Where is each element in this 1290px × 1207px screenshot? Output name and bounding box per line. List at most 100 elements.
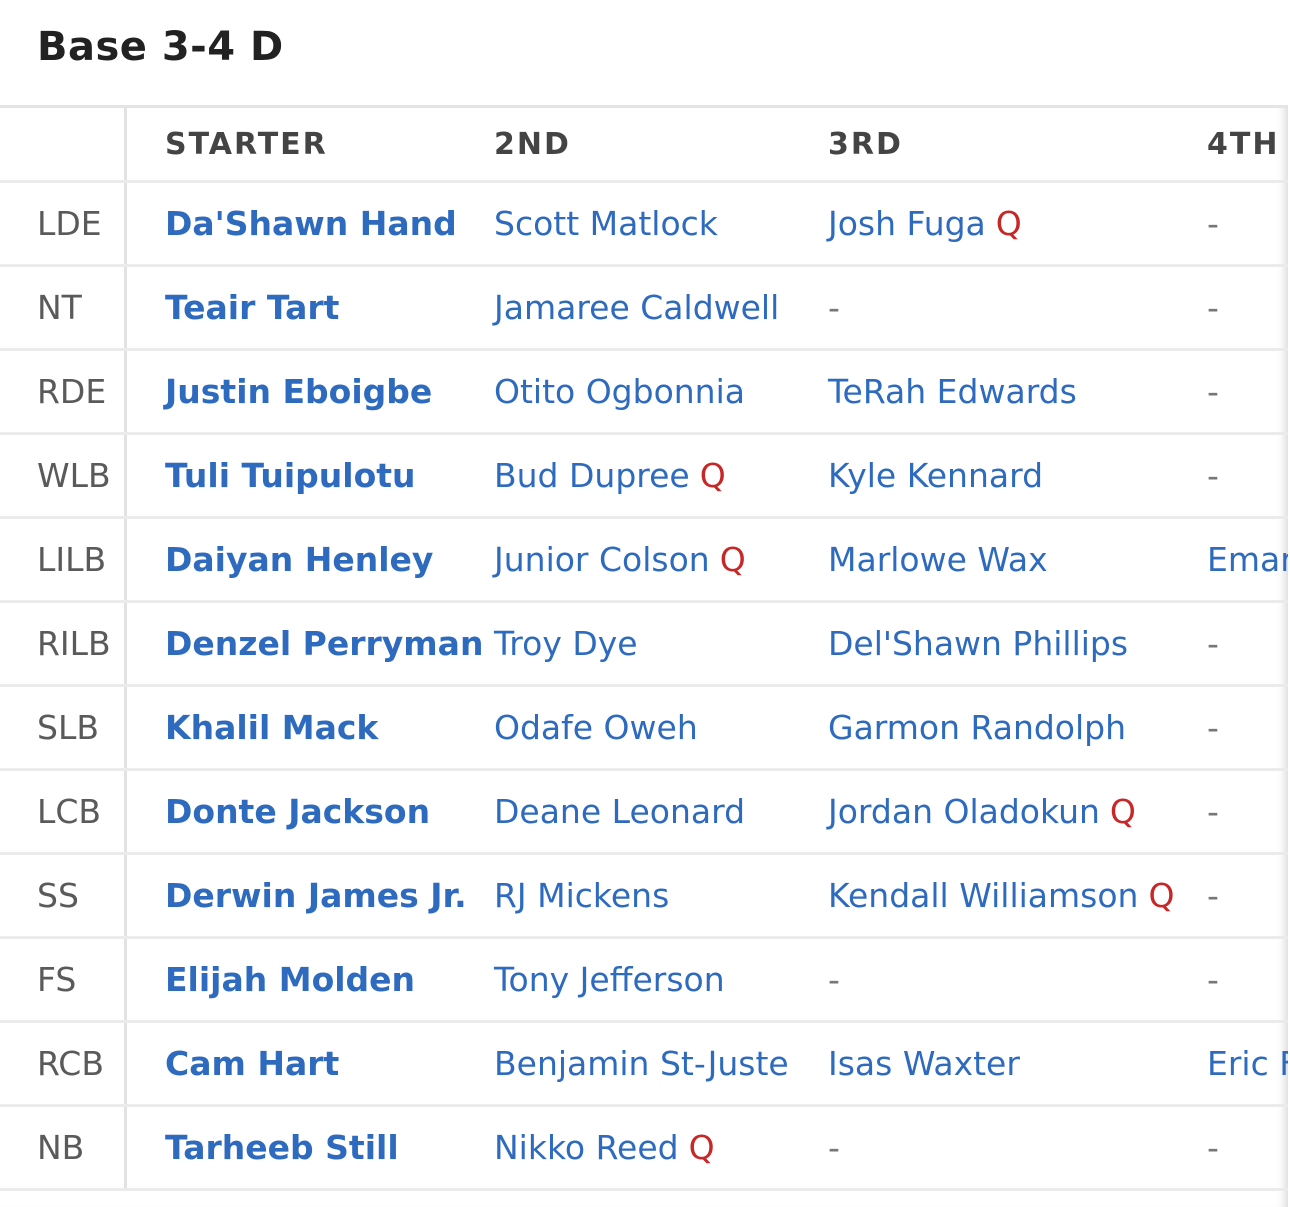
player-link[interactable]: Tony Jefferson bbox=[494, 960, 725, 999]
player-link[interactable]: Jamaree Caldwell bbox=[494, 288, 780, 327]
table-row: NB Tarheeb Still Nikko Reed Q - - bbox=[0, 1107, 1288, 1191]
player-link[interactable]: Bud Dupree bbox=[494, 456, 690, 495]
player-link[interactable]: Otito Ogbonnia bbox=[494, 372, 745, 411]
player-link[interactable]: Emar bbox=[1207, 540, 1288, 579]
player-cell: - bbox=[1207, 855, 1219, 936]
column-header: 3RD bbox=[828, 126, 903, 162]
player-cell: - bbox=[1207, 267, 1219, 348]
player-cell: Kendall Williamson Q bbox=[828, 855, 1174, 936]
player-link[interactable]: Eric F bbox=[1207, 1044, 1288, 1083]
player-cell: Troy Dye bbox=[494, 603, 638, 684]
page-title: Base 3-4 D bbox=[37, 24, 284, 70]
empty-slot: - bbox=[1207, 708, 1219, 747]
player-cell: Isas Waxter bbox=[828, 1023, 1020, 1104]
player-link[interactable]: Justin Eboigbe bbox=[165, 372, 433, 411]
player-cell: Jamaree Caldwell bbox=[494, 267, 779, 348]
table-row: RDE Justin Eboigbe Otito Ogbonnia TeRah Edw… bbox=[0, 351, 1288, 435]
player-cell: - bbox=[1207, 351, 1219, 432]
player-cell: TeRah Edwards bbox=[828, 351, 1077, 432]
player-link[interactable]: Donte Jackson bbox=[165, 792, 431, 831]
header-cell bbox=[0, 108, 127, 180]
player-cell: Kyle Kennard bbox=[828, 435, 1043, 516]
table-row: SLB Khalil Mack Odafe Oweh Garmon Randolph - bbox=[0, 687, 1288, 771]
player-cell: Tony Jefferson bbox=[494, 939, 725, 1020]
table-row: LCB Donte Jackson Deane Leonard Jordan Olad… bbox=[0, 771, 1288, 855]
player-cell: Derwin James Jr. bbox=[165, 855, 467, 936]
player-link[interactable]: Khalil Mack bbox=[165, 708, 379, 747]
player-link[interactable]: Kendall Williamson bbox=[828, 876, 1139, 915]
position-cell: NT bbox=[0, 267, 127, 348]
player-link[interactable]: Jordan Oladokun bbox=[828, 792, 1100, 831]
player-cell: - bbox=[1207, 435, 1219, 516]
injury-status: Q bbox=[1109, 792, 1136, 831]
player-link[interactable]: Troy Dye bbox=[494, 624, 638, 663]
empty-slot: - bbox=[828, 288, 840, 327]
header-row: STARTER 2ND 3RD 4TH bbox=[0, 108, 1288, 183]
player-cell: Otito Ogbonnia bbox=[494, 351, 745, 432]
column-header: STARTER bbox=[165, 126, 328, 162]
player-cell: Eric F bbox=[1207, 1023, 1288, 1104]
position-cell: RILB bbox=[0, 603, 127, 684]
position-cell: FS bbox=[0, 939, 127, 1020]
player-link[interactable]: Daiyan Henley bbox=[165, 540, 434, 579]
player-link[interactable]: Marlowe Wax bbox=[828, 540, 1048, 579]
player-cell: Khalil Mack bbox=[165, 687, 378, 768]
table-row: RILB Denzel Perryman Troy Dye Del'Shawn Phi… bbox=[0, 603, 1288, 687]
player-link[interactable]: Denzel Perryman bbox=[165, 624, 484, 663]
player-link[interactable]: Scott Matlock bbox=[494, 204, 718, 243]
player-cell: Scott Matlock bbox=[494, 183, 718, 264]
table-row: SS Derwin James Jr. RJ Mickens Kendall Will… bbox=[0, 855, 1288, 939]
empty-slot: - bbox=[828, 960, 840, 999]
player-link[interactable]: Nikko Reed bbox=[494, 1128, 679, 1167]
player-link[interactable]: Derwin James Jr. bbox=[165, 876, 467, 915]
player-cell: Josh Fuga Q bbox=[828, 183, 1022, 264]
column-header: 2ND bbox=[494, 126, 571, 162]
player-cell: Denzel Perryman bbox=[165, 603, 483, 684]
player-link[interactable]: Benjamin St-Juste bbox=[494, 1044, 789, 1083]
player-cell: Cam Hart bbox=[165, 1023, 339, 1104]
player-link[interactable]: Elijah Molden bbox=[165, 960, 416, 999]
injury-status: Q bbox=[699, 456, 726, 495]
player-link[interactable]: Del'Shawn Phillips bbox=[828, 624, 1129, 663]
player-cell: - bbox=[828, 267, 840, 348]
player-cell: Teair Tart bbox=[165, 267, 339, 348]
player-link[interactable]: Tarheeb Still bbox=[165, 1128, 399, 1167]
player-link[interactable]: Junior Colson bbox=[494, 540, 710, 579]
player-link[interactable]: Josh Fuga bbox=[828, 204, 986, 243]
player-cell: Junior Colson Q bbox=[494, 519, 746, 600]
player-cell: - bbox=[1207, 939, 1219, 1020]
player-link[interactable]: TeRah Edwards bbox=[828, 372, 1077, 411]
empty-slot: - bbox=[1207, 456, 1219, 495]
empty-slot: - bbox=[828, 1128, 840, 1167]
player-link[interactable]: Teair Tart bbox=[165, 288, 340, 327]
player-cell: Da'Shawn Hand bbox=[165, 183, 457, 264]
player-link[interactable]: Tuli Tuipulotu bbox=[165, 456, 416, 495]
player-link[interactable]: Garmon Randolph bbox=[828, 708, 1127, 747]
player-cell: - bbox=[1207, 603, 1219, 684]
table-row: FS Elijah Molden Tony Jefferson - - bbox=[0, 939, 1288, 1023]
position-cell: SLB bbox=[0, 687, 127, 768]
position-cell: WLB bbox=[0, 435, 127, 516]
player-link[interactable]: Odafe Oweh bbox=[494, 708, 698, 747]
injury-status: Q bbox=[719, 540, 746, 579]
table-row: WLB Tuli Tuipulotu Bud Dupree Q Kyle Kennard… bbox=[0, 435, 1288, 519]
player-cell: Garmon Randolph bbox=[828, 687, 1126, 768]
player-link[interactable]: Da'Shawn Hand bbox=[165, 204, 457, 243]
player-link[interactable]: Kyle Kennard bbox=[828, 456, 1044, 495]
player-cell: Donte Jackson bbox=[165, 771, 430, 852]
player-link[interactable]: Cam Hart bbox=[165, 1044, 340, 1083]
player-cell: Bud Dupree Q bbox=[494, 435, 726, 516]
player-cell: - bbox=[1207, 183, 1219, 264]
player-cell: - bbox=[828, 939, 840, 1020]
player-cell: - bbox=[1207, 771, 1219, 852]
table-row: LILB Daiyan Henley Junior Colson Q Marlowe W… bbox=[0, 519, 1288, 603]
player-cell: Benjamin St-Juste bbox=[494, 1023, 789, 1104]
player-link[interactable]: Deane Leonard bbox=[494, 792, 746, 831]
player-link[interactable]: RJ Mickens bbox=[494, 876, 670, 915]
player-link[interactable]: Isas Waxter bbox=[828, 1044, 1020, 1083]
injury-status: Q bbox=[995, 204, 1022, 243]
empty-slot: - bbox=[1207, 204, 1219, 243]
empty-slot: - bbox=[1207, 372, 1219, 411]
player-cell: - bbox=[828, 1107, 840, 1188]
